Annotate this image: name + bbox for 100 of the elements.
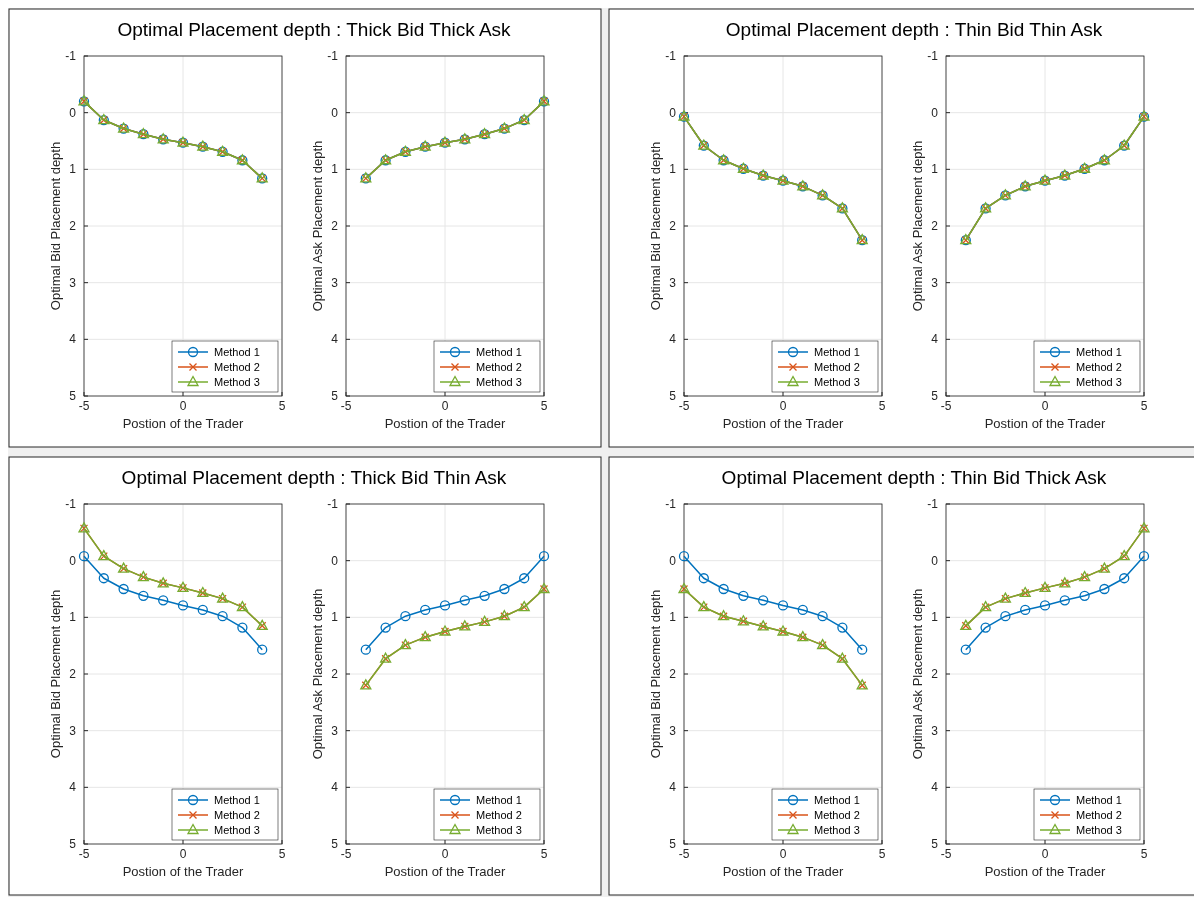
- point: [118, 583, 129, 595]
- point: [777, 600, 789, 611]
- legend-label: Method 2: [214, 809, 260, 821]
- y-tick-label: -1: [65, 497, 77, 511]
- y-axis-title: Optimal Ask Placement depth: [910, 588, 925, 760]
- y-tick-label: 3: [931, 723, 939, 738]
- point: [797, 604, 808, 616]
- point: [817, 611, 828, 622]
- point: [380, 622, 391, 633]
- x-tick-label: 5: [278, 847, 286, 861]
- y-tick-label: 1: [69, 162, 77, 177]
- point: [698, 573, 709, 584]
- x-tick-label: 0: [779, 847, 787, 861]
- x-axis-title: Postion of the Trader: [984, 864, 1107, 879]
- y-tick-label: 4: [931, 332, 939, 347]
- point: [197, 604, 208, 616]
- legend-label: Method 3: [476, 376, 522, 388]
- point: [1059, 595, 1070, 606]
- point: [420, 604, 431, 616]
- point: [1119, 573, 1130, 584]
- legend-label: Method 2: [814, 361, 860, 373]
- point: [479, 590, 490, 601]
- y-tick-label: 5: [931, 837, 939, 851]
- y-tick-label: 4: [331, 332, 339, 347]
- point: [217, 611, 228, 622]
- chart-title: Optimal Placement depth : Thick Bid Thick Ask: [117, 19, 512, 40]
- point: [400, 611, 411, 622]
- x-tick-label: 5: [540, 399, 548, 413]
- y-tick-label: 1: [669, 610, 677, 625]
- point: [837, 622, 848, 633]
- y-tick-label: 3: [69, 275, 77, 290]
- point: [678, 550, 690, 562]
- y-tick-label: -1: [665, 49, 677, 63]
- point: [538, 550, 550, 562]
- x-axis-title: Postion of the Trader: [384, 864, 507, 879]
- x-tick-label: 0: [779, 399, 787, 413]
- point: [1039, 600, 1051, 611]
- x-axis-title: Postion of the Trader: [122, 416, 245, 431]
- y-tick-label: 5: [669, 389, 677, 403]
- y-tick-label: 5: [331, 837, 339, 851]
- x-tick-label: -5: [340, 847, 352, 861]
- y-tick-label: 3: [331, 723, 339, 738]
- x-axis-title: Postion of the Trader: [384, 416, 507, 431]
- x-tick-label: 5: [1140, 399, 1148, 413]
- x-axis-title: Postion of the Trader: [984, 416, 1107, 431]
- y-tick-label: 4: [669, 780, 677, 795]
- point: [138, 590, 149, 601]
- x-axis-title: Postion of the Trader: [122, 864, 245, 879]
- x-tick-label: 0: [1041, 847, 1049, 861]
- y-tick-label: 4: [931, 780, 939, 795]
- y-tick-label: 5: [331, 389, 339, 403]
- legend-label: Method 1: [1076, 794, 1122, 806]
- y-tick-label: 3: [669, 723, 677, 738]
- point: [1000, 611, 1011, 622]
- legend-label: Method 1: [214, 794, 260, 806]
- y-tick-label: 3: [69, 723, 77, 738]
- x-axis-title: Postion of the Trader: [722, 416, 845, 431]
- x-tick-label: 5: [540, 847, 548, 861]
- point: [439, 600, 451, 611]
- y-tick-label: 0: [669, 553, 677, 568]
- point: [980, 622, 991, 633]
- y-tick-label: 0: [331, 553, 339, 568]
- y-tick-label: 1: [69, 610, 77, 625]
- y-tick-label: 2: [331, 667, 339, 681]
- point: [158, 595, 169, 606]
- x-tick-label: 0: [1041, 399, 1049, 413]
- y-tick-label: 5: [69, 389, 77, 403]
- legend-label: Method 2: [476, 809, 522, 821]
- legend-label: Method 3: [814, 824, 860, 836]
- y-tick-label: 5: [69, 837, 77, 851]
- legend-label: Method 3: [214, 376, 260, 388]
- point: [960, 644, 971, 655]
- point: [1138, 550, 1150, 562]
- chart-title: Optimal Placement depth : Thin Bid Thick Ask: [721, 467, 1107, 488]
- y-tick-label: 2: [931, 667, 939, 681]
- x-tick-label: 5: [1140, 847, 1148, 861]
- legend-label: Method 2: [1076, 361, 1122, 373]
- chart-title: Optimal Placement depth : Thick Bid Thin Ask: [121, 467, 507, 488]
- y-tick-label: -1: [927, 49, 939, 63]
- x-axis-title: Postion of the Trader: [722, 864, 845, 879]
- x-tick-label: -5: [78, 399, 90, 413]
- point: [257, 644, 268, 655]
- y-tick-label: 2: [331, 219, 339, 233]
- y-tick-label: 4: [69, 332, 77, 347]
- y-tick-label: 2: [669, 667, 677, 681]
- y-axis-title: Optimal Bid Placement depth: [648, 141, 663, 311]
- point: [499, 583, 510, 595]
- legend-label: Method 1: [476, 346, 522, 358]
- y-axis-title: Optimal Bid Placement depth: [648, 589, 663, 759]
- y-tick-label: -1: [927, 497, 939, 511]
- point: [78, 550, 90, 562]
- y-tick-label: 4: [69, 780, 77, 795]
- y-tick-label: 3: [669, 275, 677, 290]
- chart-title: Optimal Placement depth : Thin Bid Thin Ask: [725, 19, 1103, 40]
- legend-label: Method 2: [214, 361, 260, 373]
- point: [459, 595, 470, 606]
- x-tick-label: -5: [78, 847, 90, 861]
- x-tick-label: 0: [179, 399, 187, 413]
- y-tick-label: 1: [331, 162, 339, 177]
- legend-label: Method 2: [476, 361, 522, 373]
